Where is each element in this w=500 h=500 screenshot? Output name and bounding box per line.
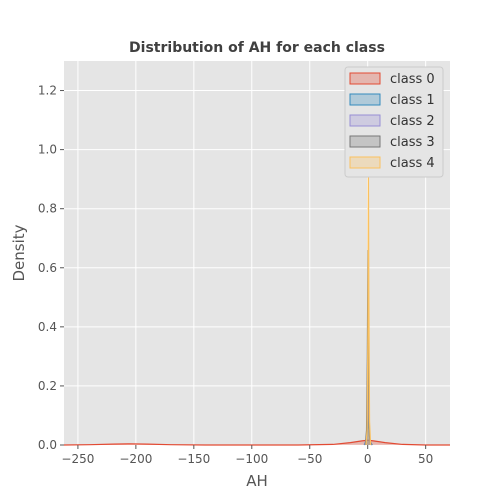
legend-items: class 0 class 1 class 2 class 3 class 4 [349, 72, 435, 171]
x-axis-label: AH [246, 472, 268, 490]
density-area-class-0 [64, 440, 450, 445]
y-tick-label: 0.6 [38, 261, 57, 275]
x-tick-label: −250 [61, 452, 94, 466]
x-tick-label: −150 [177, 452, 210, 466]
y-axis-ticks: 0.0 0.2 0.4 0.6 0.8 1.0 1.2 [38, 84, 64, 452]
y-tick-label: 1.0 [38, 143, 57, 157]
x-tick-label: 0 [364, 452, 372, 466]
legend-label: class 1 [390, 93, 435, 108]
y-tick-label: 0.0 [38, 438, 57, 452]
legend: class 0 class 1 class 2 class 3 class 4 [344, 66, 444, 178]
legend-label: class 4 [390, 156, 435, 171]
legend-label: class 3 [390, 135, 435, 150]
legend-label: class 2 [390, 114, 435, 129]
x-tick-label: 50 [418, 452, 433, 466]
density-line-class-0 [63, 439, 450, 446]
legend-swatch [349, 114, 381, 127]
y-tick-label: 1.2 [38, 84, 57, 98]
legend-swatch [349, 72, 381, 85]
legend-swatch [349, 135, 381, 148]
x-axis-ticks: −250 −200 −150 −100 −50 0 50 [61, 445, 433, 466]
y-axis-label: Density [10, 224, 28, 281]
x-tick-label: −100 [235, 452, 268, 466]
x-tick-label: −200 [119, 452, 152, 466]
legend-label: class 0 [390, 72, 435, 87]
y-tick-label: 0.8 [38, 202, 57, 216]
y-tick-label: 0.2 [38, 379, 57, 393]
chart-title: Distribution of AH for each class [129, 40, 385, 56]
legend-swatch [349, 156, 381, 169]
y-tick-label: 0.4 [38, 320, 57, 334]
x-tick-label: −50 [297, 452, 322, 466]
legend-swatch [349, 93, 381, 106]
